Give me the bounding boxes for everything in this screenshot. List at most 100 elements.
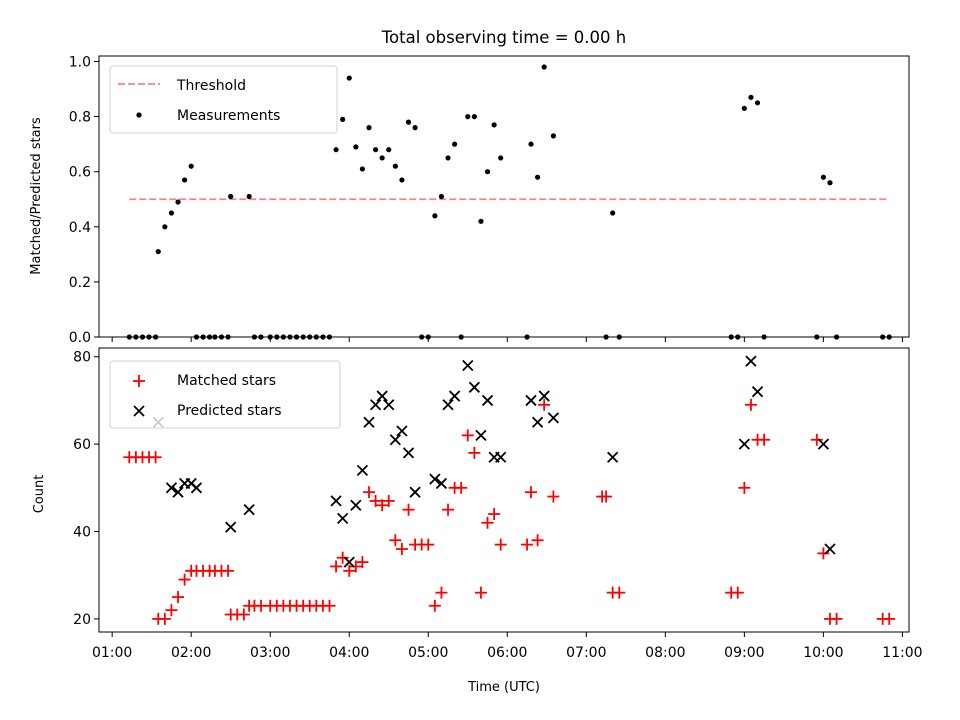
matched-star-point [349, 560, 362, 573]
measurement-point [438, 193, 445, 200]
bottom-y-axis-label: Count [32, 475, 47, 514]
measurement-point [346, 75, 352, 81]
predicted-star-point [396, 425, 408, 437]
predicted-star-point [363, 416, 375, 428]
x-tick-label: 04:00 [329, 645, 369, 661]
matched-star-point [600, 490, 613, 503]
matched-star-point [158, 612, 171, 625]
legend-predicted-label: Predicted stars [177, 403, 282, 419]
predicted-star-point [402, 447, 415, 459]
measurement-point [379, 155, 385, 161]
measurement-point [610, 210, 616, 216]
legend-threshold-label: Threshold [176, 78, 246, 94]
predicted-star-point [409, 486, 421, 498]
x-tick-label: 01:00 [92, 645, 132, 661]
matched-star-point [402, 503, 415, 516]
measurement-point [748, 94, 754, 100]
measurement-point [827, 180, 833, 186]
measurement-point [372, 147, 379, 153]
matched-star-point [468, 446, 481, 459]
y-tick-label: 0.2 [69, 275, 91, 291]
measurement-point [471, 114, 477, 120]
bottom-x-ticks: 01:00 02:00 03:00 04:00 05:00 06:00 07:00 08:00… [92, 632, 923, 661]
predicted-star-point [337, 512, 349, 525]
measurement-point [820, 174, 826, 180]
measurement-point [741, 105, 747, 111]
matched-star-point [481, 516, 494, 529]
x-tick-label: 08:00 [645, 645, 685, 661]
predicted-star-point [225, 521, 237, 533]
measurement-point [399, 177, 405, 183]
matched-star-point [738, 481, 751, 494]
matched-star-point [547, 490, 560, 503]
measurement-point [405, 119, 412, 125]
y-tick-label: 60 [73, 437, 91, 453]
measurement-point [162, 224, 168, 230]
measurement-point [478, 218, 484, 224]
matched-star-point [165, 604, 178, 617]
matched-star-point [149, 451, 162, 464]
x-tick-label: 09:00 [724, 645, 764, 661]
chart-title: Total observing time = 0.00 h [381, 28, 626, 47]
predicted-star-point [243, 504, 255, 516]
y-tick-label: 0.0 [69, 330, 91, 346]
matched-star-point [356, 556, 369, 569]
matched-star-point [531, 534, 544, 547]
matched-star-point [428, 599, 441, 612]
predicted-star-point [481, 394, 494, 407]
measurement-point [465, 114, 471, 120]
predicted-star-point [751, 386, 764, 398]
measurement-point [366, 125, 372, 131]
matched-star-point [395, 542, 408, 555]
measurement-point [246, 193, 252, 200]
predicted-star-point [824, 543, 836, 555]
predicted-star-point [369, 399, 382, 411]
predicted-star-point [525, 394, 537, 407]
matched-star-point [474, 586, 487, 599]
measurement-point [333, 147, 339, 153]
matched-star-point [613, 586, 626, 599]
predicted-star-point [165, 482, 178, 494]
measurement-point [491, 122, 497, 128]
matched-star-point [442, 503, 455, 516]
top-axes-frame [98, 55, 910, 338]
matched-star-point [758, 433, 771, 446]
top-y-ticks: 0.0 0.2 0.4 0.6 0.8 1.0 [69, 55, 99, 346]
legend-measurements-swatch [136, 112, 142, 118]
measurement-point [550, 133, 556, 139]
matched-star-point [330, 560, 343, 573]
measurement-point [353, 144, 359, 150]
matched-star-point [538, 398, 551, 411]
measurement-point [392, 163, 398, 169]
predicted-star-point [817, 438, 830, 450]
bottom-y-ticks: 20 40 60 80 [73, 350, 99, 628]
top-panel: Total observing time = 0.00 h Matched/Pr… [29, 28, 910, 346]
measurement-point [188, 163, 194, 169]
matched-star-point [817, 547, 830, 560]
bottom-x-axis-label: Time (UTC) [467, 680, 540, 695]
x-tick-label: 10:00 [803, 645, 843, 661]
legend-predicted-swatch [133, 405, 145, 417]
measurement-point [528, 141, 534, 147]
predicted-star-point [376, 390, 388, 402]
x-tick-label: 02:00 [171, 645, 211, 661]
predicted-star-point [738, 438, 751, 450]
bottom-legend-box [109, 360, 341, 429]
predicted-star-point [429, 473, 441, 485]
measurement-point [534, 174, 541, 180]
legend-matched-label: Matched stars [177, 373, 276, 389]
matched-star-point [810, 433, 823, 446]
measurement-point [412, 125, 418, 131]
matched-star-point [172, 591, 185, 604]
predicted-star-point [356, 464, 369, 476]
matched-star-point [376, 499, 389, 512]
matched-star-point [382, 494, 395, 507]
matched-star-point [363, 486, 375, 499]
predicted-star-point [468, 381, 481, 393]
predicted-star-point [343, 556, 355, 568]
matched-star-point [455, 481, 468, 494]
matched-star-point [422, 538, 435, 551]
predicted-star-point [531, 416, 544, 428]
bottom-legend: Matched stars Predicted stars [109, 360, 341, 429]
